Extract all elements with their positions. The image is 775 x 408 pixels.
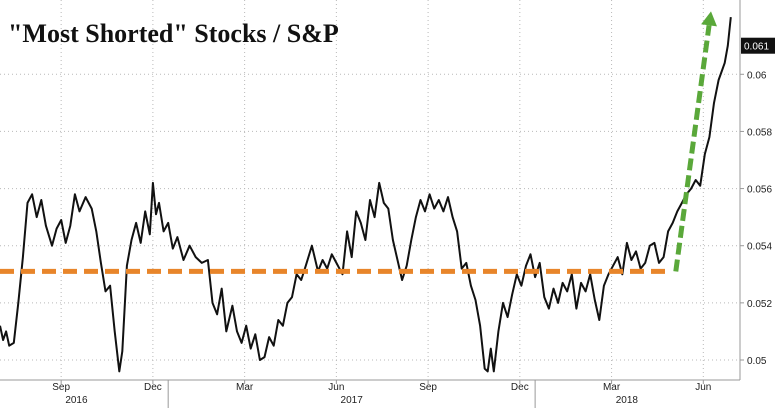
series-line [0,16,732,373]
last-value-box [741,37,775,54]
x-tick-label: Sep [52,382,70,393]
chart-title: "Most Shorted" Stocks / S&P [8,19,339,48]
y-tick-label: 0.056 [747,185,772,196]
year-label: 2018 [616,395,639,406]
breakout-arrow-shaft [673,24,712,272]
gridlines [0,0,740,380]
y-tick-label: 0.05 [747,356,767,367]
x-tick-label: Dec [144,382,162,393]
x-tick-label: Mar [603,382,621,393]
breakout-arrow-head [701,11,717,27]
x-tick-label: Sep [419,382,437,393]
x-tick-label: Dec [511,382,529,393]
x-axis-ticks: Sep Dec Mar Jun Sep Dec Mar Jun 2016 2017 2018 [52,380,711,408]
x-tick-label: Mar [236,382,254,393]
y-tick-label: 0.052 [747,299,772,310]
axes [0,0,741,381]
last-value-label: 0.061 [744,42,769,53]
last-value-tag: 0.061 [741,37,775,54]
y-tick-label: 0.058 [747,127,772,138]
series-group [0,16,732,373]
y-tick-label: 0.06 [747,70,767,81]
year-label: 2017 [341,395,364,406]
x-tick-label: Jun [328,382,344,393]
year-label: 2016 [65,395,88,406]
x-tick-label: Jun [695,382,711,393]
annotations [0,11,717,274]
y-axis-ticks: 0.05 0.052 0.054 0.056 0.058 0.06 [740,70,772,367]
y-tick-label: 0.054 [747,242,772,253]
